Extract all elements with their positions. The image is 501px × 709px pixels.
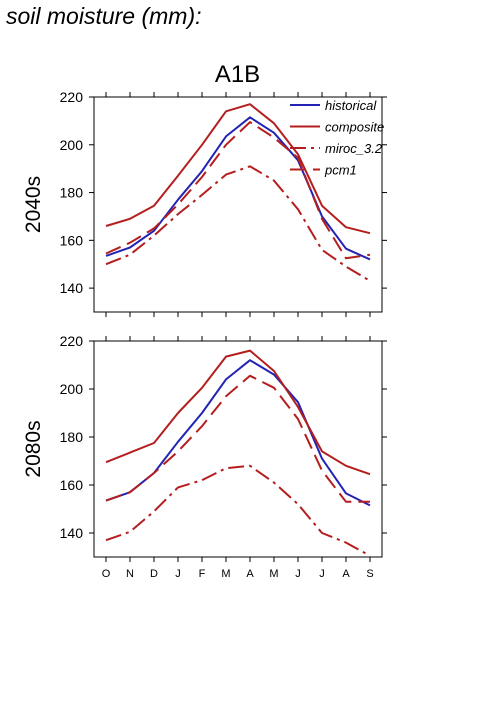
plot-frame-2080s <box>93 340 383 558</box>
legend-label-composite: composite <box>325 120 384 135</box>
legend-label-miroc-3-2: miroc_3.2 <box>325 141 383 156</box>
series-line-historical-2040s <box>105 116 371 261</box>
x-tick-label: O <box>102 568 111 580</box>
y-tick-label: 220 <box>60 333 84 349</box>
panel-label-2040s: 2040s <box>22 176 45 233</box>
chart-title: A1B <box>215 61 260 88</box>
x-tick-label: M <box>269 568 278 580</box>
x-tick-label: N <box>126 568 134 580</box>
x-tick-label: S <box>366 568 373 580</box>
x-tick-label: A <box>342 568 350 580</box>
series-line-composite-2080s <box>105 349 371 476</box>
y-tick-label: 160 <box>60 477 84 493</box>
x-tick-label: M <box>221 568 230 580</box>
y-tick-label: 140 <box>60 280 84 296</box>
y-tick-label: 180 <box>60 185 84 201</box>
x-tick-label: F <box>199 568 206 580</box>
x-tick-label: A <box>246 568 254 580</box>
y-tick-label: 220 <box>60 89 84 105</box>
x-tick-label: J <box>175 568 181 580</box>
x-tick-label: J <box>295 568 301 580</box>
y-tick-label: 180 <box>60 429 84 445</box>
legend-label-historical: historical <box>325 98 377 113</box>
series-line-historical-2080s <box>105 359 371 507</box>
series-line-miroc-3-2-2040s <box>105 165 371 282</box>
page-title: soil moisture (mm): <box>6 3 202 29</box>
plot-frame-2040s <box>93 96 383 313</box>
x-tick-label: J <box>319 568 325 580</box>
y-tick-label: 140 <box>60 525 84 541</box>
legend-label-pcm1: pcm1 <box>324 163 357 178</box>
series-line-miroc-3-2-2080s <box>105 464 371 557</box>
y-tick-label: 160 <box>60 232 84 248</box>
series-line-composite-2040s <box>105 103 371 235</box>
series-line-pcm1-2080s <box>105 374 370 503</box>
series-line-pcm1-2040s <box>105 121 371 260</box>
y-tick-label: 200 <box>60 381 84 397</box>
y-tick-label: 200 <box>60 137 84 153</box>
x-tick-label: D <box>150 568 158 580</box>
panel-label-2080s: 2080s <box>22 420 45 477</box>
